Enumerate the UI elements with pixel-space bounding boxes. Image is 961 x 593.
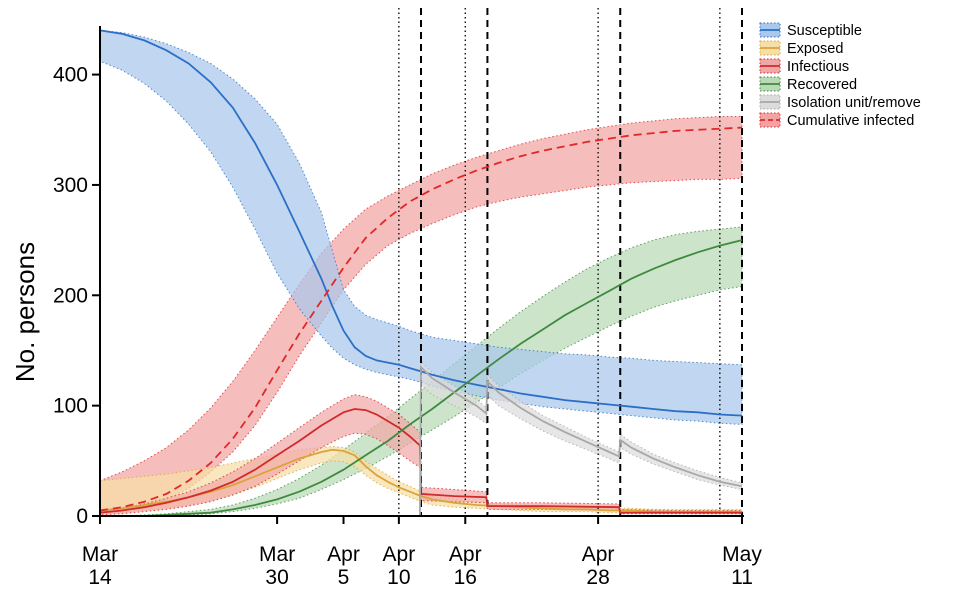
legend-item-cumulative-infected: Cumulative infected bbox=[759, 112, 914, 129]
legend-label: Exposed bbox=[787, 41, 843, 57]
band-recovered bbox=[100, 226, 743, 517]
x-tick-label: Apr 16 bbox=[449, 543, 482, 589]
y-axis-label: No. persons bbox=[10, 242, 40, 382]
line-isolation-unit-remove bbox=[100, 364, 743, 517]
legend-item-infectious: Infectious bbox=[759, 58, 849, 75]
x-tick-label: Mar 14 bbox=[82, 543, 118, 589]
legend-label: Isolation unit/remove bbox=[787, 95, 921, 111]
y-tick-label: 100 bbox=[53, 395, 88, 418]
y-tick-label: 300 bbox=[53, 174, 88, 197]
x-tick-label: Mar 30 bbox=[259, 543, 295, 589]
x-tick-label: May 11 bbox=[722, 543, 762, 589]
x-tick-label: Apr 10 bbox=[383, 543, 416, 589]
axes: 0 100 200 300 400 Mar 14 Mar 30 Apr 5 Apr 10 Apr 16 Apr… bbox=[53, 26, 762, 589]
y-tick-label: 400 bbox=[53, 64, 88, 87]
legend-label: Cumulative infected bbox=[787, 113, 914, 129]
legend: Susceptible Exposed Infectious Recovered Iso… bbox=[759, 22, 921, 129]
line-cumulative-infected bbox=[99, 126, 743, 512]
legend-item-isolation-unit-remove: Isolation unit/remove bbox=[759, 94, 921, 111]
y-tick-label: 200 bbox=[53, 284, 88, 307]
legend-item-susceptible: Susceptible bbox=[759, 22, 862, 39]
legend-label: Susceptible bbox=[787, 23, 862, 39]
x-tick-label: Apr 28 bbox=[582, 543, 615, 589]
y-tick-label: 0 bbox=[76, 505, 88, 528]
line-susceptible bbox=[99, 29, 743, 417]
band-susceptible bbox=[99, 29, 743, 425]
legend-label: Recovered bbox=[787, 77, 857, 93]
x-tick-label: Apr 5 bbox=[327, 543, 360, 589]
line-infectious bbox=[99, 408, 742, 514]
series-lines bbox=[99, 29, 743, 517]
legend-item-recovered: Recovered bbox=[759, 76, 857, 93]
legend-label: Infectious bbox=[787, 59, 849, 75]
line-exposed bbox=[99, 448, 742, 513]
legend-item-exposed: Exposed bbox=[759, 40, 843, 57]
